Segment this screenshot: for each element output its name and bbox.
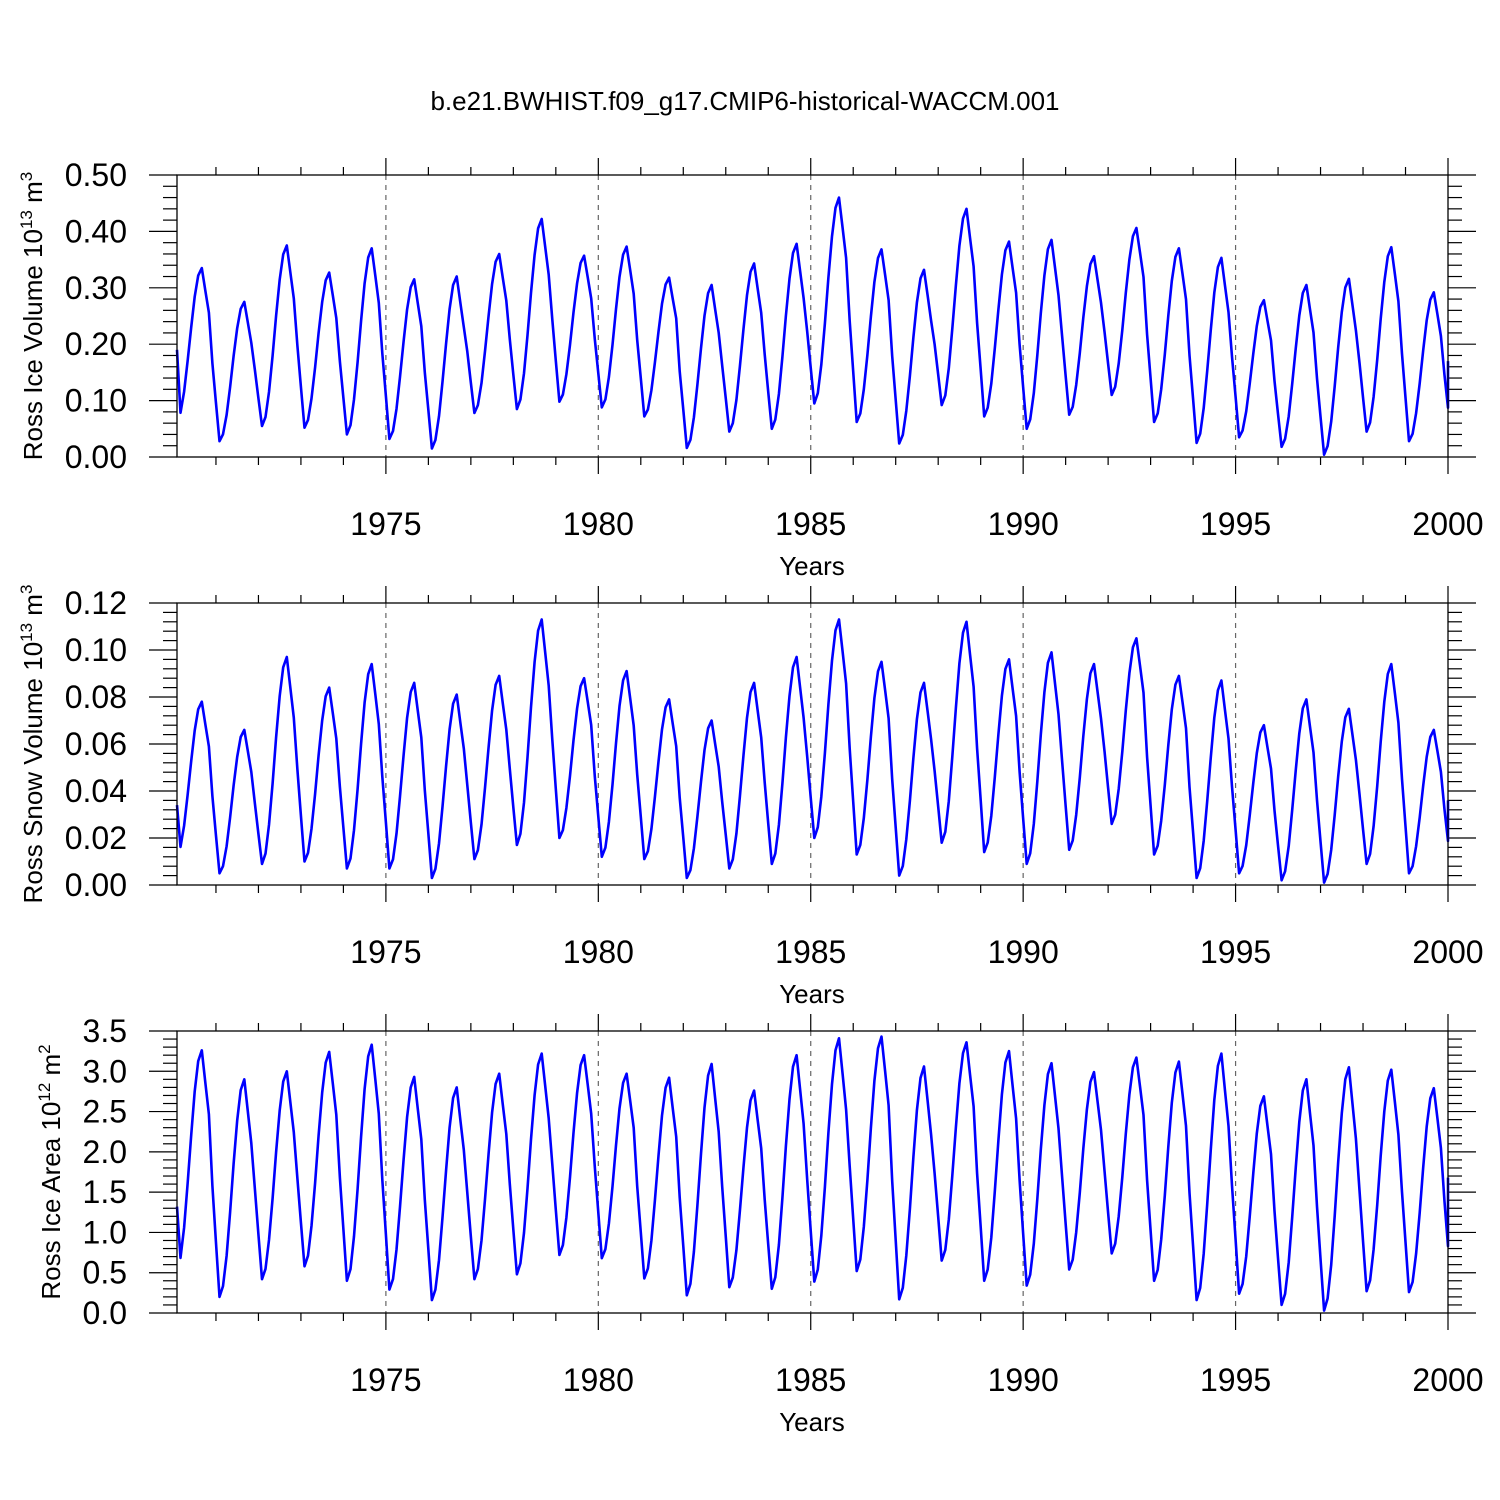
ice-area-xlabel: Years (779, 1407, 845, 1437)
y-tick-label: 0.08 (65, 679, 127, 715)
y-tick-label: 0.04 (65, 773, 127, 809)
x-tick-label: 1985 (775, 506, 846, 542)
x-tick-label: 2000 (1412, 506, 1483, 542)
y-tick-label: 0.40 (65, 213, 127, 249)
y-tick-label: 0.10 (65, 383, 127, 419)
x-tick-label: 1995 (1200, 1362, 1271, 1398)
ice-volume-ylabel: Ross Ice Volume 1013 m3 (17, 172, 48, 461)
ice-volume-line (175, 196, 1450, 456)
snow-volume-frame (176, 602, 1449, 886)
ice-area-line (175, 1035, 1450, 1312)
y-tick-label: 0.00 (65, 867, 127, 903)
x-tick-label: 1980 (563, 506, 634, 542)
y-tick-label: 0.02 (65, 820, 127, 856)
snow-volume-ylabel: Ross Snow Volume 1013 m3 (17, 585, 48, 904)
x-tick-label: 1990 (988, 1362, 1059, 1398)
x-tick-label: 1985 (775, 1362, 846, 1398)
ice-volume-xlabel: Years (779, 551, 845, 581)
ice-volume-panel: 1975 1980 1985 1990 1995 2000 0.00 0.10 0.20 0.30… (17, 157, 1484, 581)
x-tick-label: 1975 (350, 934, 421, 970)
x-tick-label: 1995 (1200, 506, 1271, 542)
snow-volume-xlabel: Years (779, 979, 845, 1009)
x-tick-label: 1975 (350, 1362, 421, 1398)
snow-volume-line (175, 618, 1450, 884)
chart-title: b.e21.BWHIST.f09_g17.CMIP6-historical-WA… (430, 86, 1059, 116)
y-tick-label: 0.10 (65, 632, 127, 668)
x-tick-label: 2000 (1412, 1362, 1483, 1398)
x-tick-label: 1990 (988, 506, 1059, 542)
y-tick-label: 0.00 (65, 439, 127, 475)
y-tick-label: 0.20 (65, 326, 127, 362)
x-tick-label: 1995 (1200, 934, 1271, 970)
x-tick-label: 1985 (775, 934, 846, 970)
y-tick-label: 2.0 (83, 1134, 127, 1170)
x-tick-label: 2000 (1412, 934, 1483, 970)
y-tick-label: 0.50 (65, 157, 127, 193)
y-tick-label: 0.5 (83, 1255, 127, 1291)
x-tick-label: 1990 (988, 934, 1059, 970)
ice-area-frame (176, 1030, 1449, 1314)
y-tick-label: 1.5 (83, 1174, 127, 1210)
y-tick-label: 2.5 (83, 1094, 127, 1130)
y-tick-label: 0.12 (65, 585, 127, 621)
x-tick-label: 1980 (563, 1362, 634, 1398)
snow-volume-panel: 1975 1980 1985 1990 1995 2000 0.00 0.02 0.04 0.06… (17, 585, 1484, 1009)
y-tick-label: 3.5 (83, 1013, 127, 1049)
y-tick-label: 1.0 (83, 1214, 127, 1250)
y-tick-label: 0.0 (83, 1295, 127, 1331)
y-tick-label: 3.0 (83, 1053, 127, 1089)
y-tick-label: 0.06 (65, 726, 127, 762)
ice-area-ylabel: Ross Ice Area 1012 m2 (35, 1044, 66, 1299)
y-tick-label: 0.30 (65, 270, 127, 306)
x-tick-label: 1980 (563, 934, 634, 970)
ice-area-panel: 1975 1980 1985 1990 1995 2000 0.0 0.5 1.0 1.5 2.0 2… (35, 1013, 1484, 1437)
x-tick-label: 1975 (350, 506, 421, 542)
ice-volume-frame (176, 174, 1449, 458)
